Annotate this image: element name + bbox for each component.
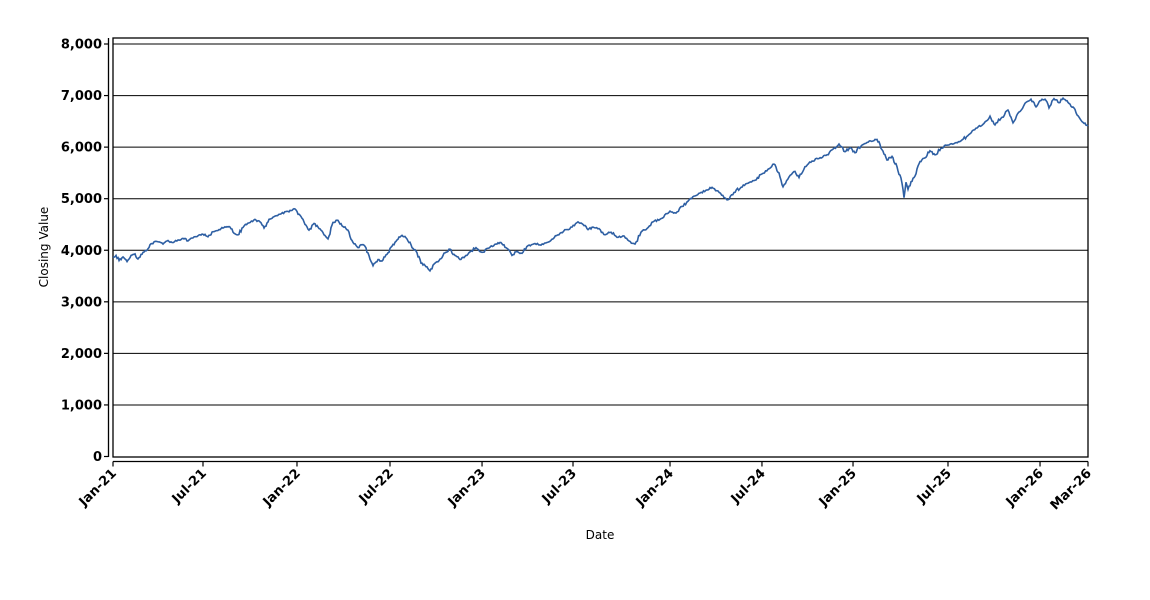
x-tick-label: Jul-23 — [539, 466, 580, 507]
x-tick-label: Jan-23 — [445, 466, 489, 510]
y-tick-label: 8,000 — [61, 38, 102, 53]
y-axis-title: Closing Value — [37, 207, 51, 288]
price-line — [112, 96, 1089, 273]
y-tick-label: 2,000 — [61, 347, 102, 362]
x-tick-label: Jul-25 — [914, 466, 955, 507]
x-tick-labels: Jan-21 Jul-21 Jan-22 Jul-22 Jan-23 Jul-23 Jan-… — [76, 466, 1095, 513]
y-tick-labels: 0 1,000 2,000 3,000 4,000 5,000 6,000 7,000 8,00… — [61, 38, 102, 466]
axes — [104, 38, 1089, 467]
x-tick-label: Jan-25 — [816, 466, 860, 510]
x-tick-label: Mar-26 — [1048, 466, 1095, 513]
y-tick-label: 6,000 — [61, 141, 102, 156]
x-tick-label: Jul-21 — [169, 466, 210, 507]
x-tick-label: Jul-24 — [728, 466, 769, 507]
y-tick-label: 3,000 — [61, 295, 102, 310]
y-tick-label: 7,000 — [61, 89, 102, 104]
y-tick-label: 4,000 — [61, 244, 102, 259]
x-tick-label: Jan-21 — [76, 466, 120, 510]
y-tick-label: 1,000 — [61, 398, 102, 413]
x-tick-label: Jan-22 — [260, 466, 304, 510]
x-axis-title: Date — [586, 528, 615, 542]
y-tick-label: 5,000 — [61, 192, 102, 207]
x-tick-label: Jan-24 — [633, 466, 677, 510]
x-tick-label: Jul-22 — [356, 466, 397, 507]
y-tick-label: 0 — [93, 450, 102, 465]
gridlines — [113, 43, 1088, 406]
x-tick-label: Jan-26 — [1003, 466, 1047, 510]
plot-border — [112, 37, 1089, 458]
